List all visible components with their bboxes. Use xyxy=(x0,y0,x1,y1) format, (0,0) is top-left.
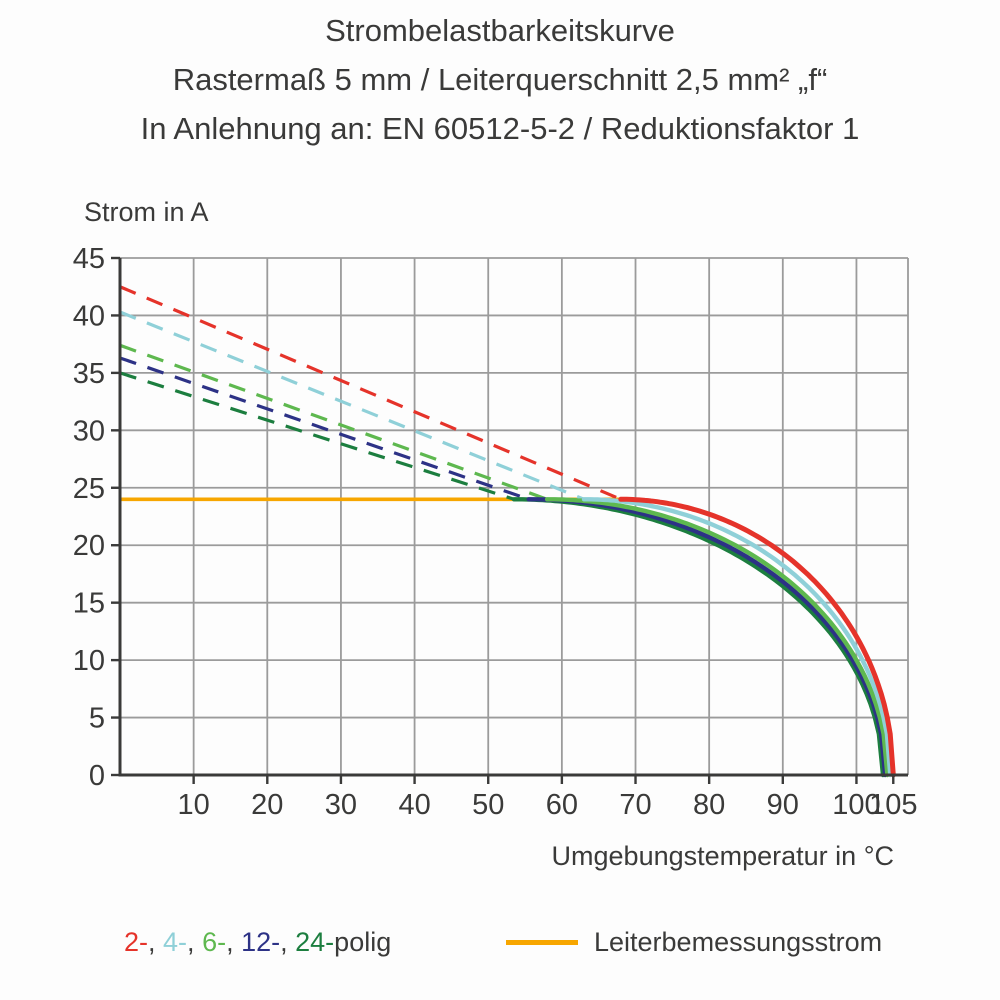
y-axis-title: Strom in A xyxy=(84,197,209,227)
curve-4-polig-dashed xyxy=(119,310,585,501)
poles-legend: 2-, 4-, 6-, 12-, 24-polig xyxy=(124,927,391,958)
x-tick-label: 90 xyxy=(767,789,799,821)
rated-current-line-swatch xyxy=(506,940,578,945)
curve-2-polig-dashed xyxy=(119,285,622,501)
x-tick-label: 50 xyxy=(472,789,504,821)
x-tick-label: 100 xyxy=(832,789,880,821)
y-tick-label: 20 xyxy=(73,530,105,562)
curve-4-polig xyxy=(581,497,893,778)
y-tick-label: 0 xyxy=(89,760,105,792)
y-tick-label: 35 xyxy=(73,358,105,390)
curve-24-polig-dashed xyxy=(119,371,515,501)
legend-separator: , xyxy=(148,927,164,957)
curve-24-polig xyxy=(511,497,886,778)
x-axis-title: Umgebungstemperatur in °C xyxy=(551,841,894,871)
x-tick-label: 105 xyxy=(869,789,917,821)
x-tick-label: 30 xyxy=(325,789,357,821)
curve-12-polig-dashed xyxy=(119,356,530,501)
legend-pole-12: 12- xyxy=(241,927,281,957)
chart-title-block: Strombelastbarkeitskurve Rastermaß 5 mm … xyxy=(0,6,1000,153)
x-tick-label: 80 xyxy=(693,789,725,821)
legend-pole-6: 6- xyxy=(202,927,227,957)
y-tick-label: 45 xyxy=(73,243,105,275)
x-tick-label: 20 xyxy=(251,789,283,821)
x-tick-label: 70 xyxy=(619,789,651,821)
legend-separator: , xyxy=(226,927,242,957)
legend-poles-suffix: polig xyxy=(334,927,392,957)
x-tick-label: 60 xyxy=(546,789,578,821)
y-tick-label: 25 xyxy=(73,473,105,505)
curve-6-polig xyxy=(544,497,890,778)
x-tick-label: 10 xyxy=(178,789,210,821)
x-tick-label: 40 xyxy=(398,789,430,821)
legend-pole-2: 2- xyxy=(124,927,149,957)
rated-current-legend: Leiterbemessungsstrom xyxy=(506,927,882,958)
curve-6-polig-dashed xyxy=(119,343,548,501)
chart-subtitle-pitch: Rastermaß 5 mm / Leiterquerschnitt 2,5 m… xyxy=(172,62,828,97)
rated-current-label: Leiterbemessungsstrom xyxy=(594,927,883,957)
legend-separator: , xyxy=(187,927,203,957)
chart-title: Strombelastbarkeitskurve xyxy=(325,13,675,48)
curve-2-polig xyxy=(618,496,896,778)
y-tick-label: 10 xyxy=(73,645,105,677)
legend-pole-24: 24- xyxy=(295,927,335,957)
y-tick-label: 15 xyxy=(73,588,105,620)
legend-separator: , xyxy=(280,927,296,957)
y-tick-label: 5 xyxy=(89,703,105,735)
y-tick-label: 30 xyxy=(73,415,105,447)
legend-pole-4: 4- xyxy=(163,927,188,957)
chart-subtitle-standard: In Anlehnung an: EN 60512-5-2 / Reduktio… xyxy=(140,111,860,146)
y-tick-label: 40 xyxy=(73,300,105,332)
